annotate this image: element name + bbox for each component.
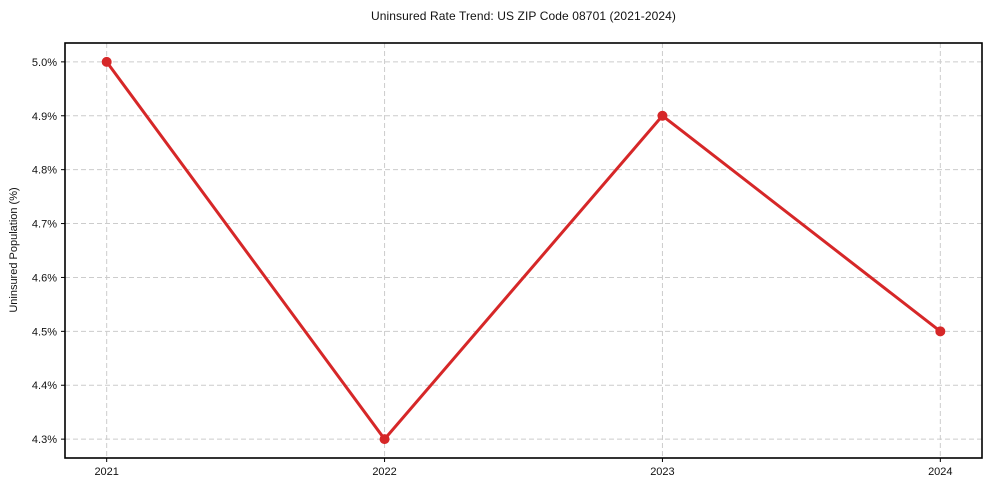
- data-line: [105, 60, 942, 441]
- y-tick-label: 4.4%: [32, 380, 57, 392]
- x-tick-label: 2023: [650, 466, 674, 478]
- x-tick-label: 2022: [372, 466, 396, 478]
- y-tick-label: 4.7%: [32, 219, 57, 231]
- data-point-marker: [379, 434, 390, 445]
- data-point-marker: [101, 56, 112, 67]
- y-tick-label: 4.8%: [32, 165, 57, 177]
- chart-title: Uninsured Rate Trend: US ZIP Code 08701 …: [370, 9, 677, 23]
- y-tick-label: 4.6%: [32, 272, 57, 284]
- x-tick-label: 2021: [94, 466, 118, 478]
- data-point-marker: [657, 110, 668, 121]
- plot-border: [64, 42, 983, 459]
- plot-background: [65, 43, 982, 458]
- y-tick-label: 4.5%: [32, 326, 57, 338]
- y-tick-label: 4.3%: [32, 434, 57, 446]
- y-tick-label: 5.0%: [32, 57, 57, 69]
- x-tick-label: 2024: [928, 466, 952, 478]
- y-tick-label: 4.9%: [32, 111, 57, 123]
- data-point-marker: [935, 326, 946, 337]
